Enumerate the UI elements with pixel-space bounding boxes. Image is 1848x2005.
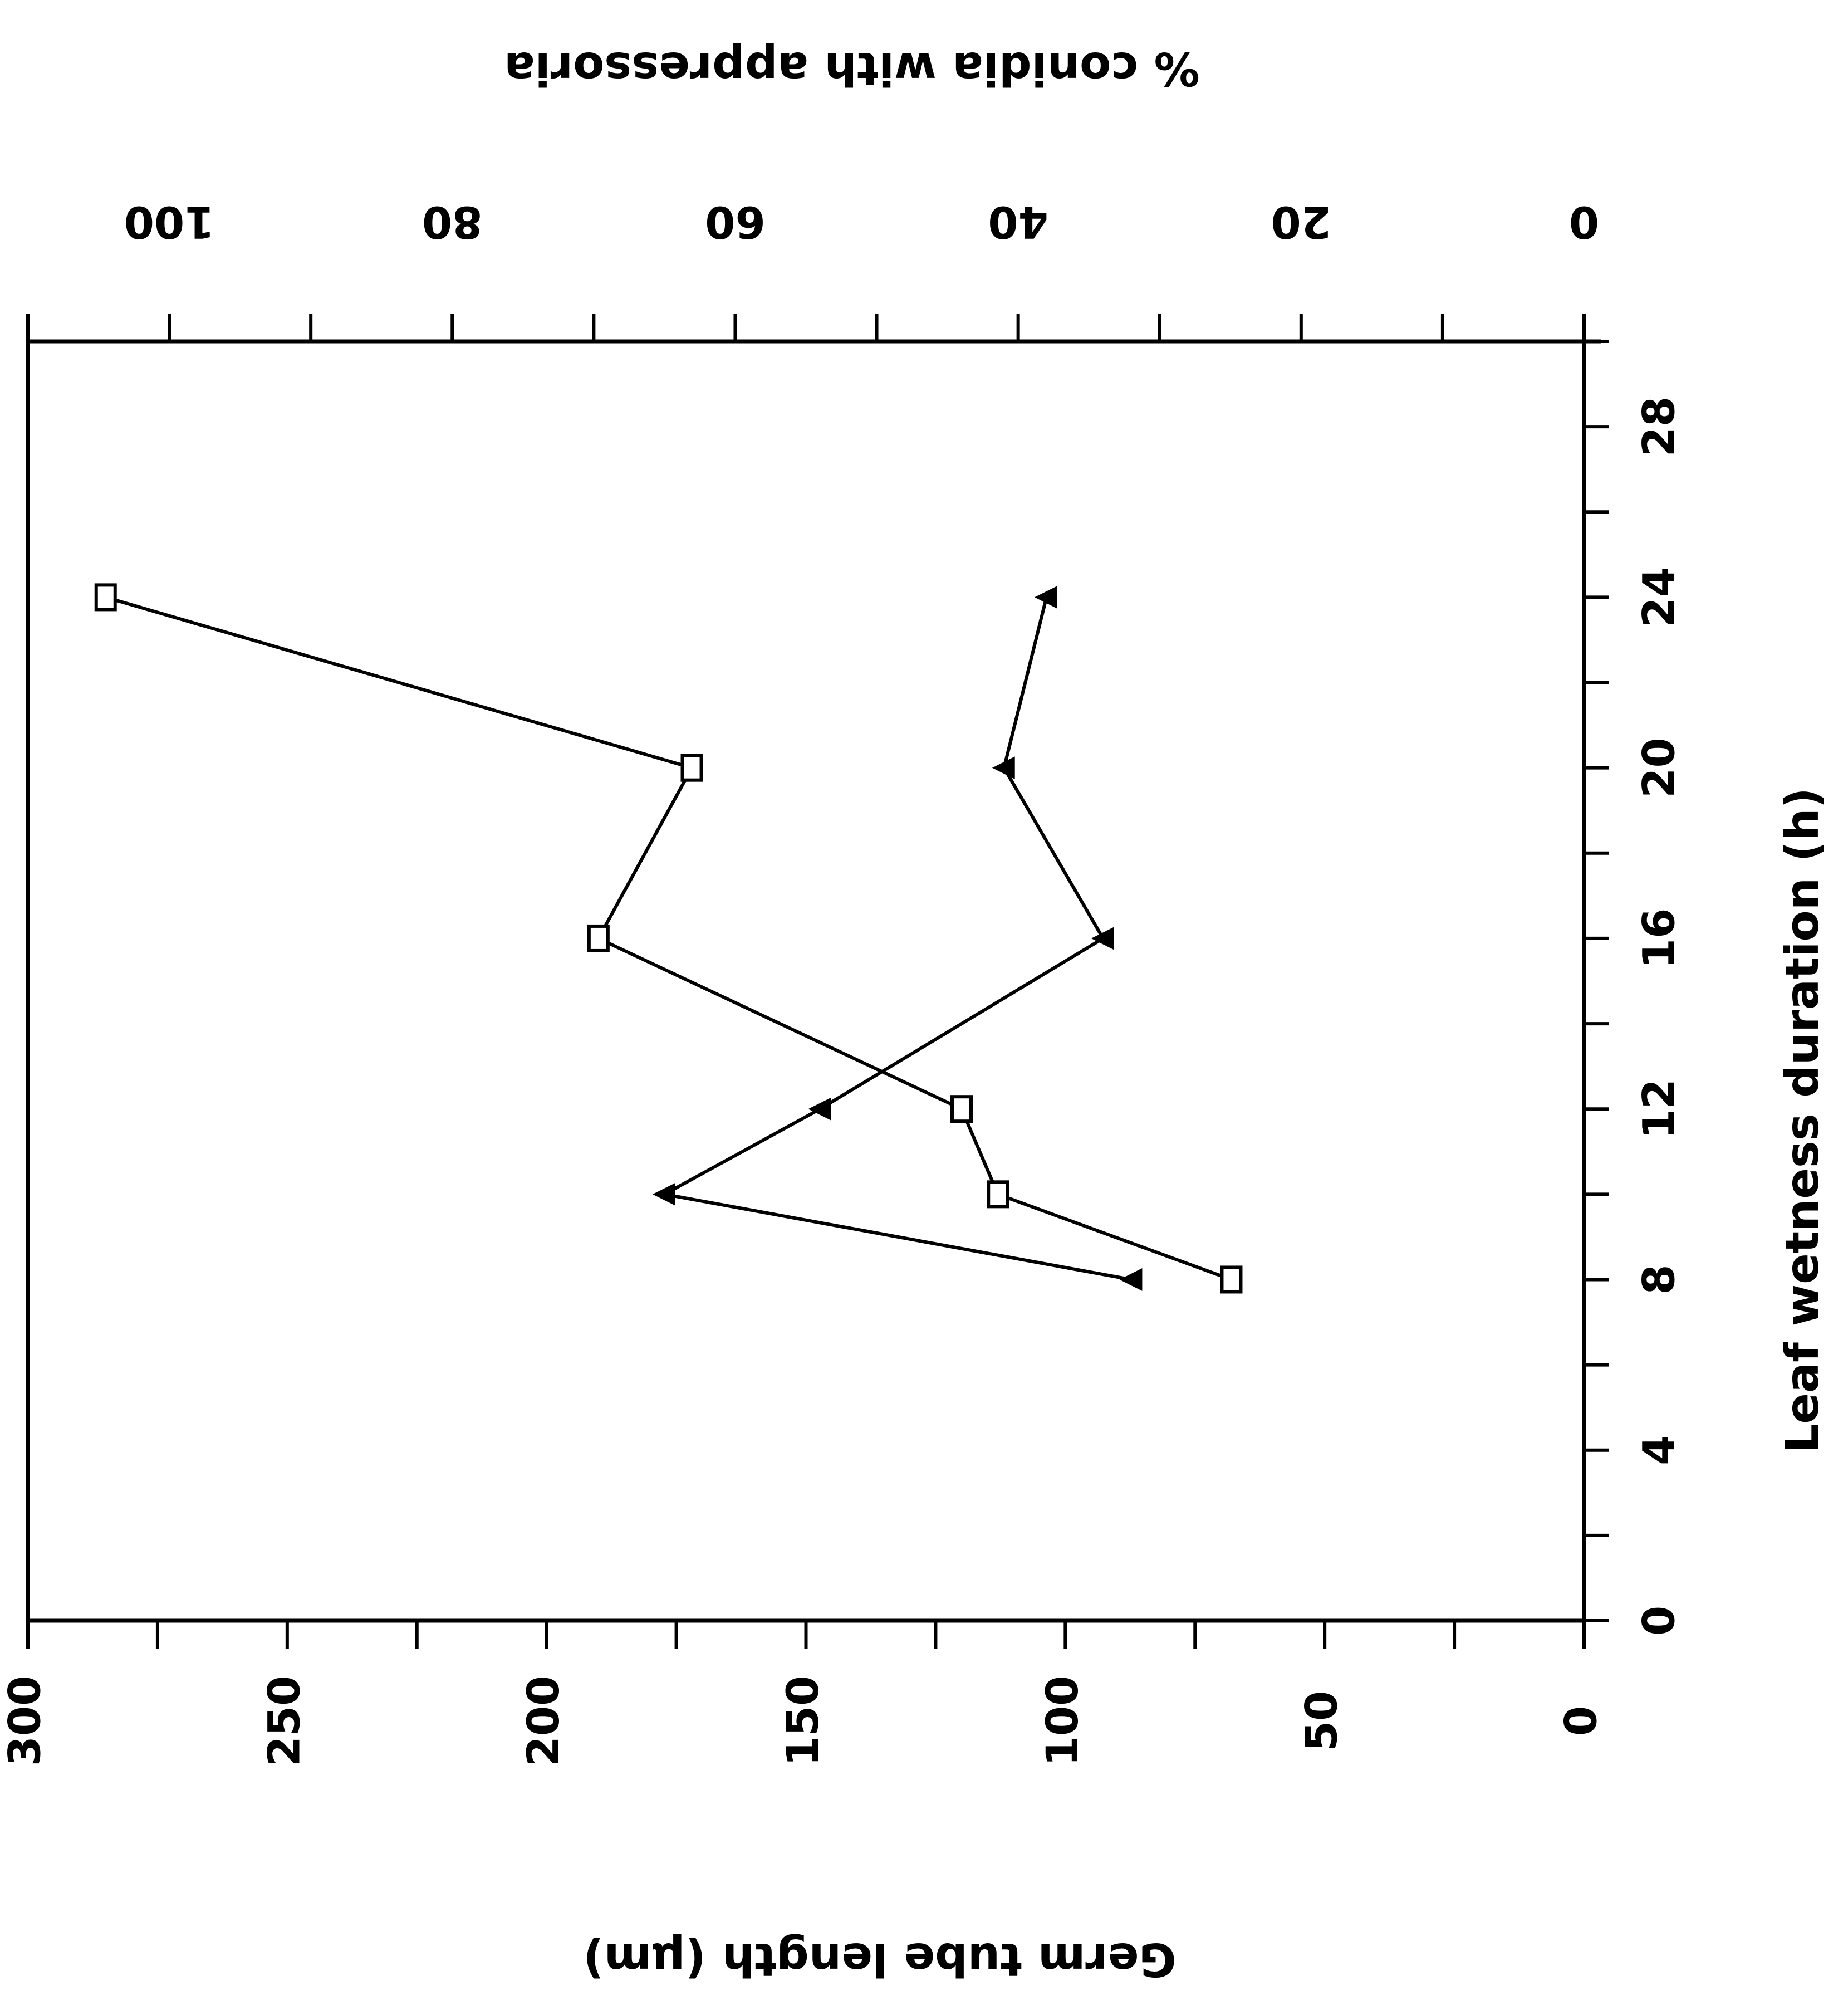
square-marker	[1220, 1265, 1243, 1294]
right-y-tick-label: 20	[1271, 197, 1332, 247]
square-marker	[950, 1095, 973, 1123]
triangle-marker	[1119, 1268, 1143, 1291]
x-tick-label: 28	[1634, 397, 1684, 457]
right-y-tick-label: 80	[422, 197, 483, 247]
square-marker	[987, 1180, 1009, 1209]
x-tick-label: 20	[1634, 737, 1684, 798]
square-marker	[587, 924, 610, 952]
triangle-marker	[653, 1182, 675, 1206]
left-y-axis-title: Germ tube length (μm)	[583, 1933, 1176, 1986]
left-y-tick-label: 0	[1556, 1706, 1606, 1736]
right-y-tick-label: 60	[705, 197, 766, 247]
right-y-tick-label: 40	[988, 197, 1048, 247]
plot-frame	[26, 339, 1601, 1646]
x-axis-title: Leaf wetness duration (h)	[1776, 788, 1829, 1453]
x-tick-label: 16	[1634, 908, 1684, 969]
germ-tube-series-line	[105, 595, 1232, 1282]
x-tick-label: 12	[1634, 1079, 1684, 1140]
triangle-marker	[992, 756, 1015, 780]
x-tick-label: 8	[1634, 1264, 1684, 1294]
axis-ticks: 0 4 8 12 16 20 24 28 0 50 100 150 200 250 300 0 20 40 60 80…	[0, 197, 1684, 1767]
square-marker	[94, 583, 117, 612]
square-marker	[680, 754, 703, 782]
axis-labels: Leaf wetness duration (h) Germ tube leng…	[504, 42, 1829, 1986]
triangle-marker	[1091, 927, 1114, 950]
x-tick-label: 24	[1634, 567, 1684, 628]
appressoria-series-line	[659, 596, 1132, 1282]
right-y-axis-title: % conidia with appressoria	[504, 42, 1199, 95]
x-tick-label: 4	[1634, 1435, 1684, 1465]
series-group	[94, 583, 1243, 1294]
triangle-marker	[1035, 585, 1057, 609]
x-tick-label: 0	[1634, 1606, 1684, 1636]
left-y-tick-label: 50	[1297, 1691, 1347, 1752]
left-y-tick-label: 100	[1038, 1676, 1088, 1767]
left-y-tick-label: 200	[519, 1676, 569, 1767]
triangle-marker	[808, 1097, 831, 1121]
right-y-tick-label: 100	[124, 197, 215, 247]
left-y-tick-label: 250	[259, 1676, 310, 1767]
right-y-tick-label: 0	[1569, 197, 1599, 247]
left-y-tick-label: 300	[0, 1676, 50, 1767]
left-y-tick-label: 150	[778, 1676, 829, 1767]
